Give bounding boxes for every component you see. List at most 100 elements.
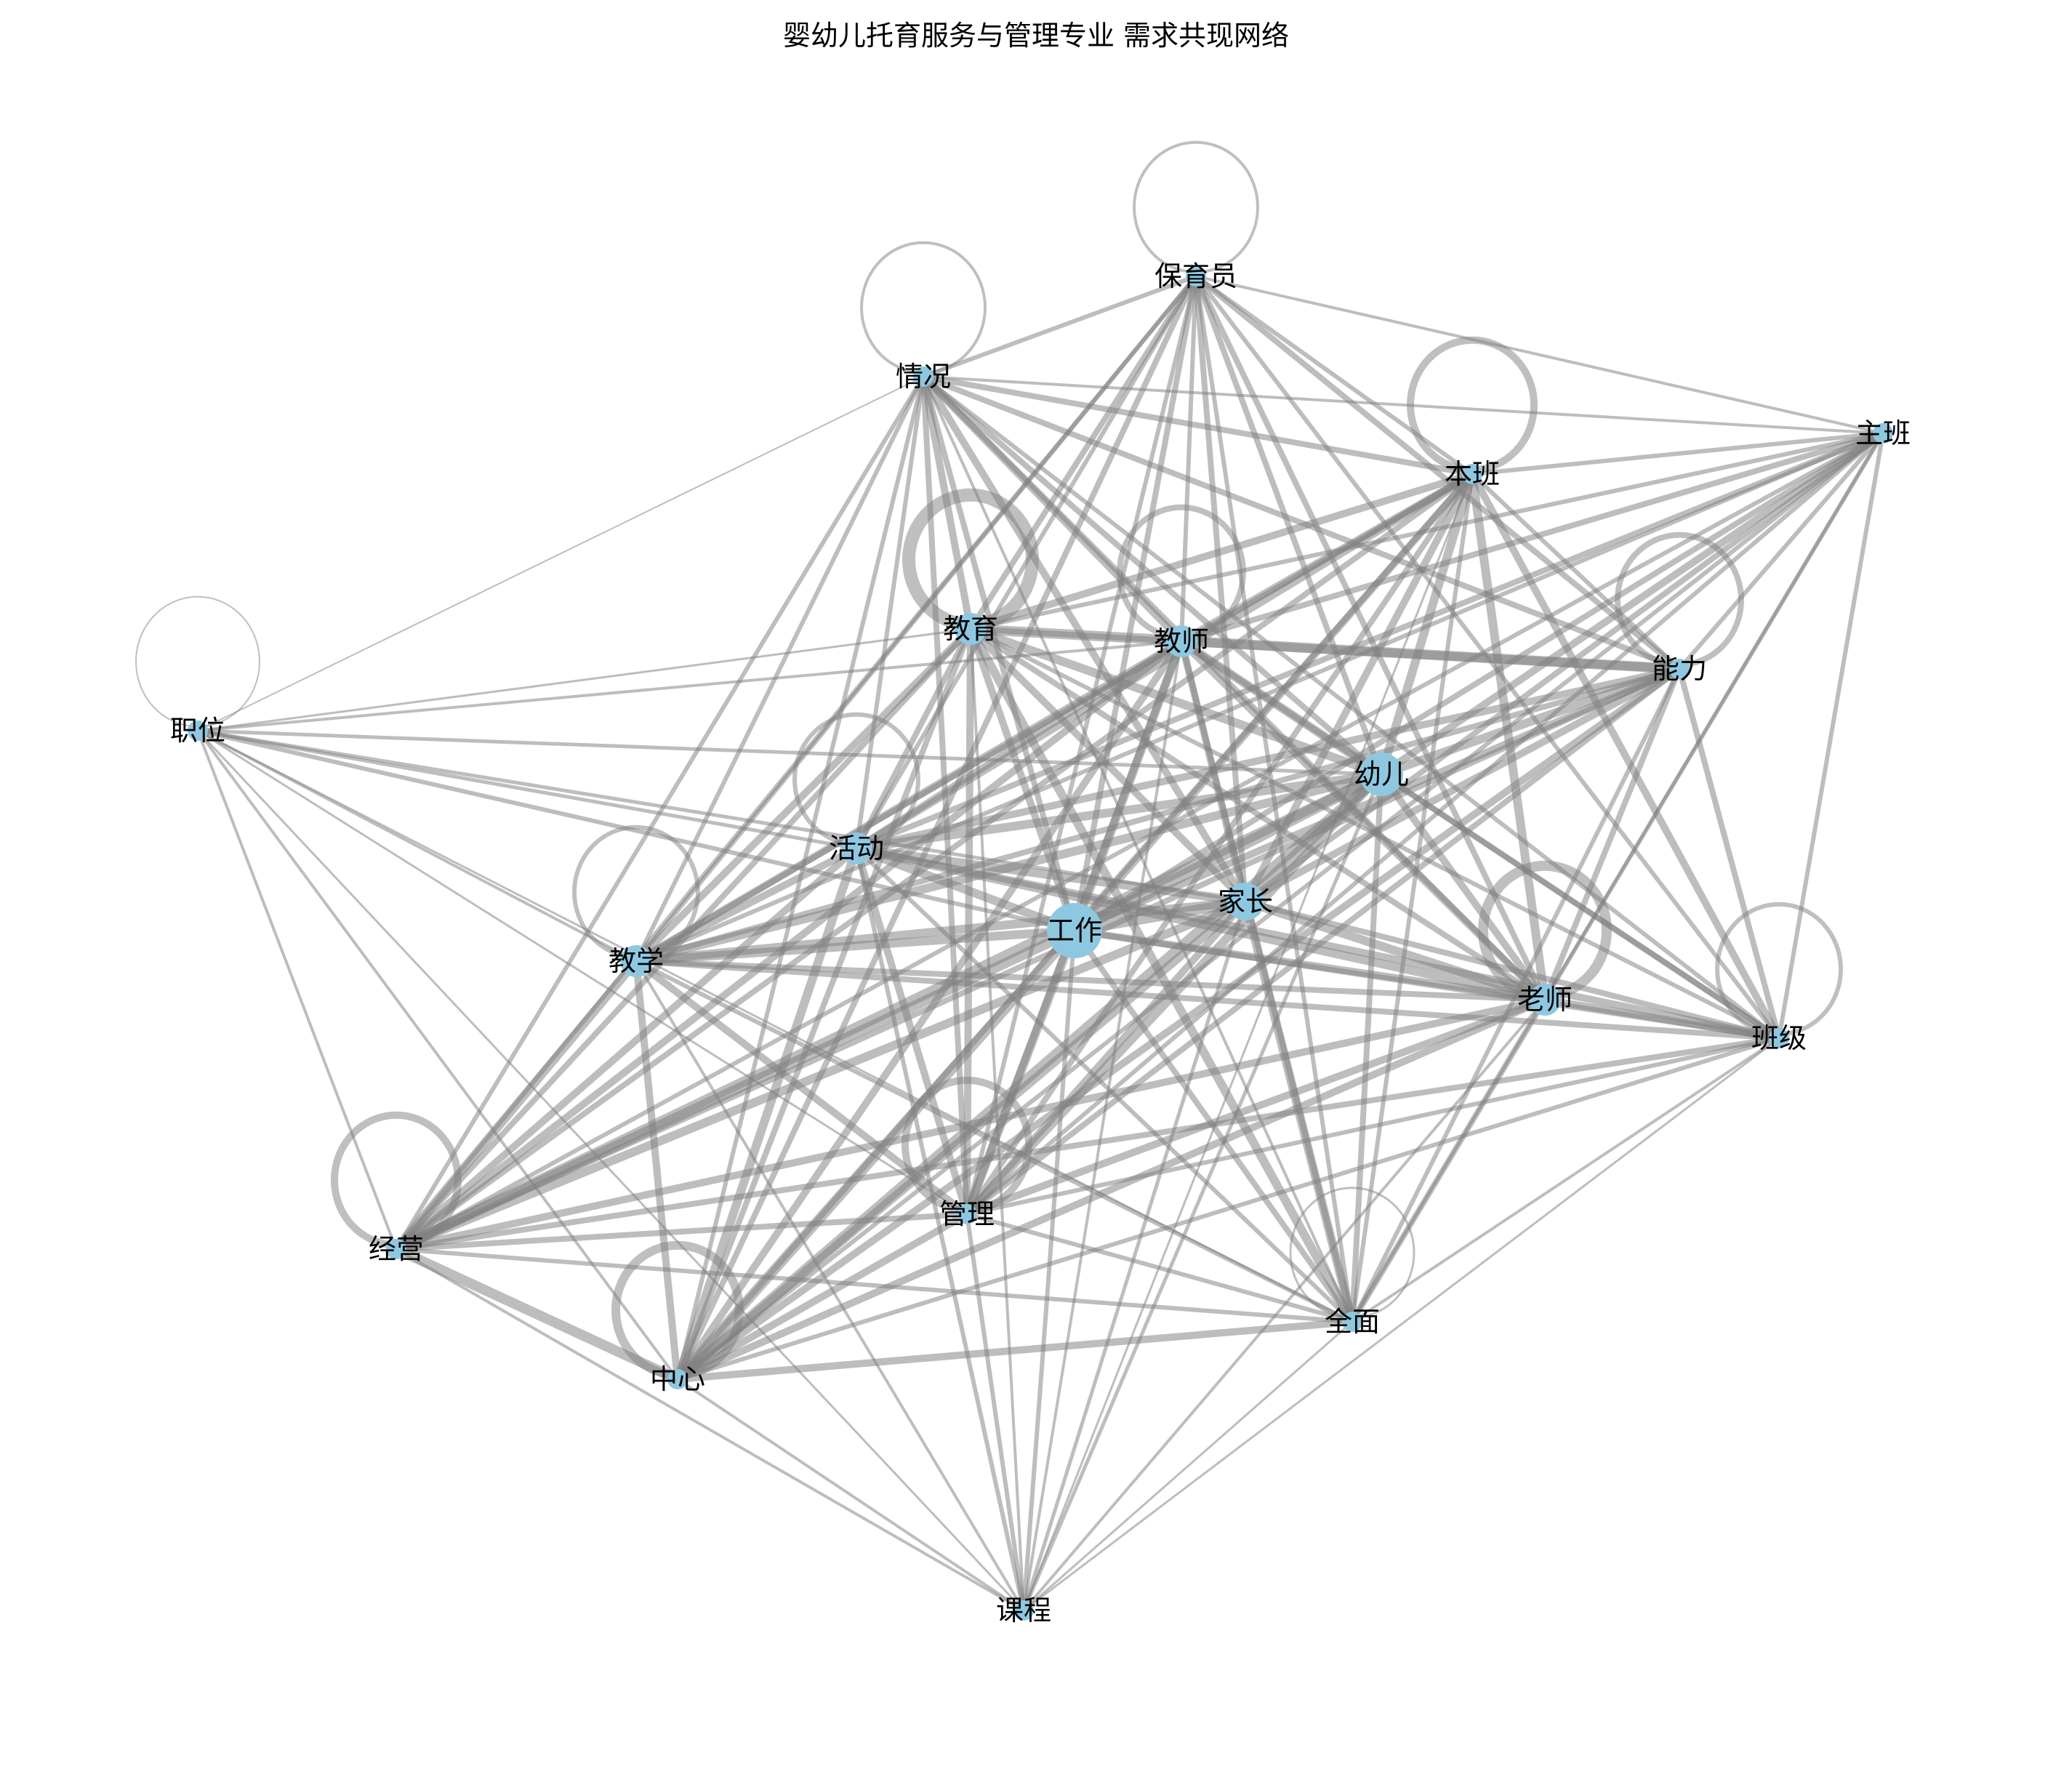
node-label-6d3b52a8: 活动 <box>829 832 884 864</box>
edge-80fd529b-4fdd80b25458 <box>1194 273 1682 672</box>
edge-4fdd80b25458-60c551b5 <box>922 274 1197 379</box>
edge-60c551b5-4e3b73ed <box>923 375 1884 435</box>
edge-65595b66-60c551b5 <box>634 375 925 963</box>
edge-5bb6957f-4fdd80b25458 <box>1193 276 1248 902</box>
edge-672c73ed-4fdd80b25458 <box>1194 274 1474 476</box>
edge-672c73ed-51689762 <box>1350 473 1474 1323</box>
node-label-51689762: 全面 <box>1325 1306 1380 1338</box>
node-6d3b52a8 <box>840 832 872 864</box>
edge-6d3b52a8-655980b2 <box>854 627 973 850</box>
edge-655980b2-672c73ed <box>969 470 1474 633</box>
edge-73ed7ea7-4e2d5fc3 <box>677 1036 1780 1381</box>
node-label-65595e08: 教师 <box>1154 625 1209 657</box>
edge-65595e08-7ecf8425 <box>393 638 1184 1252</box>
edge-6d3b52a8-7ecf8425 <box>393 846 859 1252</box>
chart-title: 婴幼儿托育服务与管理专业 需求共现网络 <box>783 20 1289 52</box>
edge-4e2d5fc3-8bfe7a0b <box>676 1378 1025 1612</box>
edge-80015e08-672c73ed <box>1468 473 1549 1000</box>
node-73ed7ea7 <box>1769 1028 1789 1048</box>
edge-804c4f4d-4e2d5fc3 <box>196 729 679 1381</box>
edge-60c551b5-4e2d5fc3 <box>675 376 925 1380</box>
edge-5bb6957f-804c4f4d <box>197 729 1246 904</box>
edge-7ba17406-8bfe7a0b <box>965 1213 1026 1611</box>
edge-5e7c513f-4fdd80b25458 <box>1193 275 1384 776</box>
node-4e3b73ed <box>1873 423 1893 443</box>
edge-5bb6957f-8bfe7a0b <box>1021 901 1248 1611</box>
edge-655980b2-4fdd80b25458 <box>968 274 1199 631</box>
edge-80fd529b-73ed7ea7 <box>1677 667 1782 1040</box>
edge-60c551b5-7ecf8425 <box>394 375 925 1251</box>
edge-80fd529b-51689762 <box>1350 667 1682 1323</box>
edge-80015e08-80fd529b <box>1542 667 1682 1001</box>
edge-4e3b73ed-73ed7ea7 <box>1777 433 1885 1039</box>
node-label-5bb6957f: 家长 <box>1218 886 1273 918</box>
edge-73ed7ea7-7ba17406 <box>966 1036 1780 1216</box>
node-65595b66 <box>620 945 652 977</box>
edge-672c73ed-7ba17406 <box>964 472 1475 1216</box>
node-51689762 <box>1342 1312 1362 1332</box>
node-4e2d5fc3 <box>667 1369 688 1389</box>
node-4fdd80b25458 <box>1186 266 1206 286</box>
edge-5de54f5c-4fdd80b25458 <box>1072 276 1199 931</box>
edge-672c73ed-4e3b73ed <box>1471 431 1884 476</box>
edge-4fdd80b25458-7ba17406 <box>965 276 1198 1215</box>
edge-655980b2-4e2d5fc3 <box>675 627 973 1381</box>
edge-672c73ed-7ecf8425 <box>394 471 1474 1252</box>
node-7ba17406 <box>957 1204 977 1224</box>
node-label-5e7c513f: 幼儿 <box>1354 758 1409 790</box>
edge-655980b2-80fd529b <box>970 624 1680 674</box>
edge-4fdd80b25458-4e3b73ed <box>1195 275 1884 435</box>
edge-80fd529b-7ba17406 <box>965 666 1682 1217</box>
edge-80fd529b-7ecf8425 <box>395 666 1681 1252</box>
edge-655980b2-804c4f4d <box>197 627 971 732</box>
edge-65595e08-8bfe7a0b <box>1022 641 1183 1611</box>
node-80fd529b <box>1669 659 1690 679</box>
edge-4e3b73ed-7ecf8425 <box>395 431 1884 1251</box>
edge-7ecf8425-8bfe7a0b <box>395 1248 1024 1612</box>
edge-6d3b52a8-60c551b5 <box>854 376 925 849</box>
edge-6d3b52a8-51689762 <box>854 846 1354 1324</box>
node-label-5de54f5c: 工作 <box>1047 915 1102 947</box>
edge-73ed7ea7-51689762 <box>1351 1037 1780 1323</box>
edge-51689762-8bfe7a0b <box>1023 1320 1353 1612</box>
node-layer <box>188 266 1893 1621</box>
node-7ecf8425 <box>386 1239 406 1259</box>
node-5bb6957f <box>1226 883 1264 920</box>
edge-655980b2-51689762 <box>966 627 1357 1324</box>
node-label-804c4f4d: 职位 <box>170 715 225 747</box>
edge-65595b66-4e2d5fc3 <box>633 960 681 1380</box>
node-672c73ed <box>1462 464 1482 484</box>
edge-73ed7ea7-7ecf8425 <box>395 1035 1780 1252</box>
edge-80fd529b-4e2d5fc3 <box>675 665 1682 1383</box>
edge-672c73ed-73ed7ea7 <box>1469 472 1783 1040</box>
edge-60c551b5-51689762 <box>922 376 1354 1323</box>
edge-60c551b5-804c4f4d <box>197 376 924 731</box>
node-label-80015e08: 老师 <box>1517 984 1573 1016</box>
edge-80fd529b-4e3b73ed <box>1677 432 1885 670</box>
node-label-672c73ed: 本班 <box>1445 458 1500 490</box>
node-804c4f4d <box>188 721 208 741</box>
edge-804c4f4d-8bfe7a0b <box>196 729 1025 1612</box>
node-label-655980b2: 教育 <box>943 613 998 645</box>
edge-80015e08-4e2d5fc3 <box>675 996 1547 1383</box>
edge-60c551b5-73ed7ea7 <box>922 374 1780 1040</box>
edge-7ecf8425-51689762 <box>395 1247 1353 1324</box>
edge-6d3b52a8-7ba17406 <box>853 847 971 1216</box>
edge-7ba17406-51689762 <box>966 1212 1353 1324</box>
edge-655980b2-7ba17406 <box>963 628 974 1215</box>
edge-4fdd80b25458-51689762 <box>1194 276 1354 1323</box>
node-80015e08 <box>1529 984 1561 1016</box>
node-5e7c513f <box>1360 752 1403 796</box>
node-label-7ecf8425: 经营 <box>369 1233 424 1265</box>
edge-5de54f5c-804c4f4d <box>197 729 1075 933</box>
node-label-4fdd80b25458: 保育员 <box>1155 260 1237 292</box>
node-60c551b5 <box>913 366 933 387</box>
node-label-80fd529b: 能力 <box>1652 653 1707 685</box>
edge-4fdd80b25458-73ed7ea7 <box>1194 275 1781 1040</box>
edge-804c4f4d-51689762 <box>197 729 1353 1323</box>
edge-80015e08-73ed7ea7 <box>1544 996 1780 1042</box>
edge-80015e08-7ecf8425 <box>395 996 1546 1253</box>
node-655980b2 <box>955 613 987 645</box>
